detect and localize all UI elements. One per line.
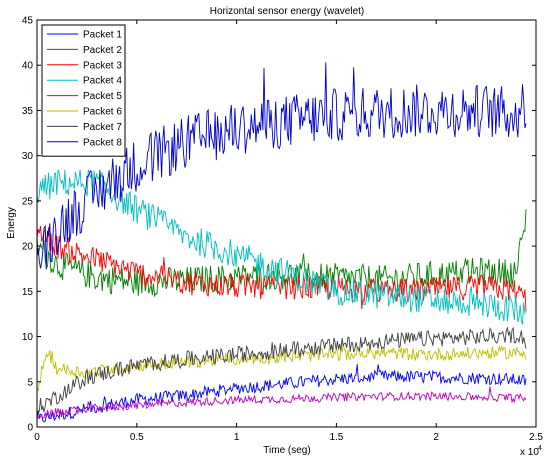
x-tick-label: 0.5	[130, 432, 144, 443]
x-axis-ticks: 0 0.5 1 1.5 2 2.5	[34, 20, 543, 443]
x-tick-label: 2.5	[529, 432, 543, 443]
y-axis-ticks: 0 5 10 15 20 25 30 35 40 45	[22, 16, 536, 434]
series-line-packet-3	[36, 225, 527, 312]
legend-label: Packet 7	[83, 122, 122, 133]
y-tick-label: 20	[22, 242, 34, 253]
legend: Packet 1 Packet 2 Packet 3 Packet 4 Packet 5…	[41, 24, 126, 157]
series-line-packet-8	[36, 62, 527, 270]
legend-label: Packet 4	[83, 76, 122, 87]
legend-label: Packet 5	[83, 91, 122, 102]
y-axis-label: Energy	[6, 207, 17, 239]
y-tick-label: 45	[22, 16, 34, 27]
y-tick-label: 10	[22, 332, 34, 343]
y-tick-label: 5	[27, 377, 33, 388]
x-axis-label: Time (seg)	[263, 445, 310, 456]
legend-label: Packet 3	[83, 60, 122, 71]
series-line-packet-4	[36, 169, 527, 325]
x-exponent-power: 4	[538, 445, 542, 452]
series-line-packet-1	[36, 364, 527, 423]
x-axis-exponent: x 10 4	[520, 445, 542, 458]
y-tick-label: 0	[27, 423, 33, 434]
plot-area-frame	[36, 19, 537, 428]
legend-box	[41, 24, 126, 157]
legend-label: Packet 2	[83, 45, 122, 56]
legend-label: Packet 6	[83, 107, 122, 118]
y-tick-label: 15	[22, 287, 34, 298]
y-tick-label: 35	[22, 106, 34, 117]
x-tick-label: 2	[433, 432, 439, 443]
x-exponent-base: x 10	[520, 447, 539, 458]
y-tick-label: 25	[22, 196, 34, 207]
x-tick-label: 1.5	[329, 432, 343, 443]
series-line-packet-2	[36, 209, 527, 298]
series-line-packet-7	[36, 326, 527, 417]
series-line-packet-5	[36, 386, 527, 420]
legend-label: Packet 1	[83, 30, 122, 41]
plot-lines	[36, 62, 527, 423]
y-tick-label: 30	[22, 151, 34, 162]
x-tick-label: 1	[234, 432, 240, 443]
x-tick-label: 0	[34, 432, 40, 443]
y-tick-label: 40	[22, 61, 34, 72]
chart-title: Horizontal sensor energy (wavelet)	[210, 6, 365, 17]
legend-label: Packet 8	[83, 137, 122, 148]
